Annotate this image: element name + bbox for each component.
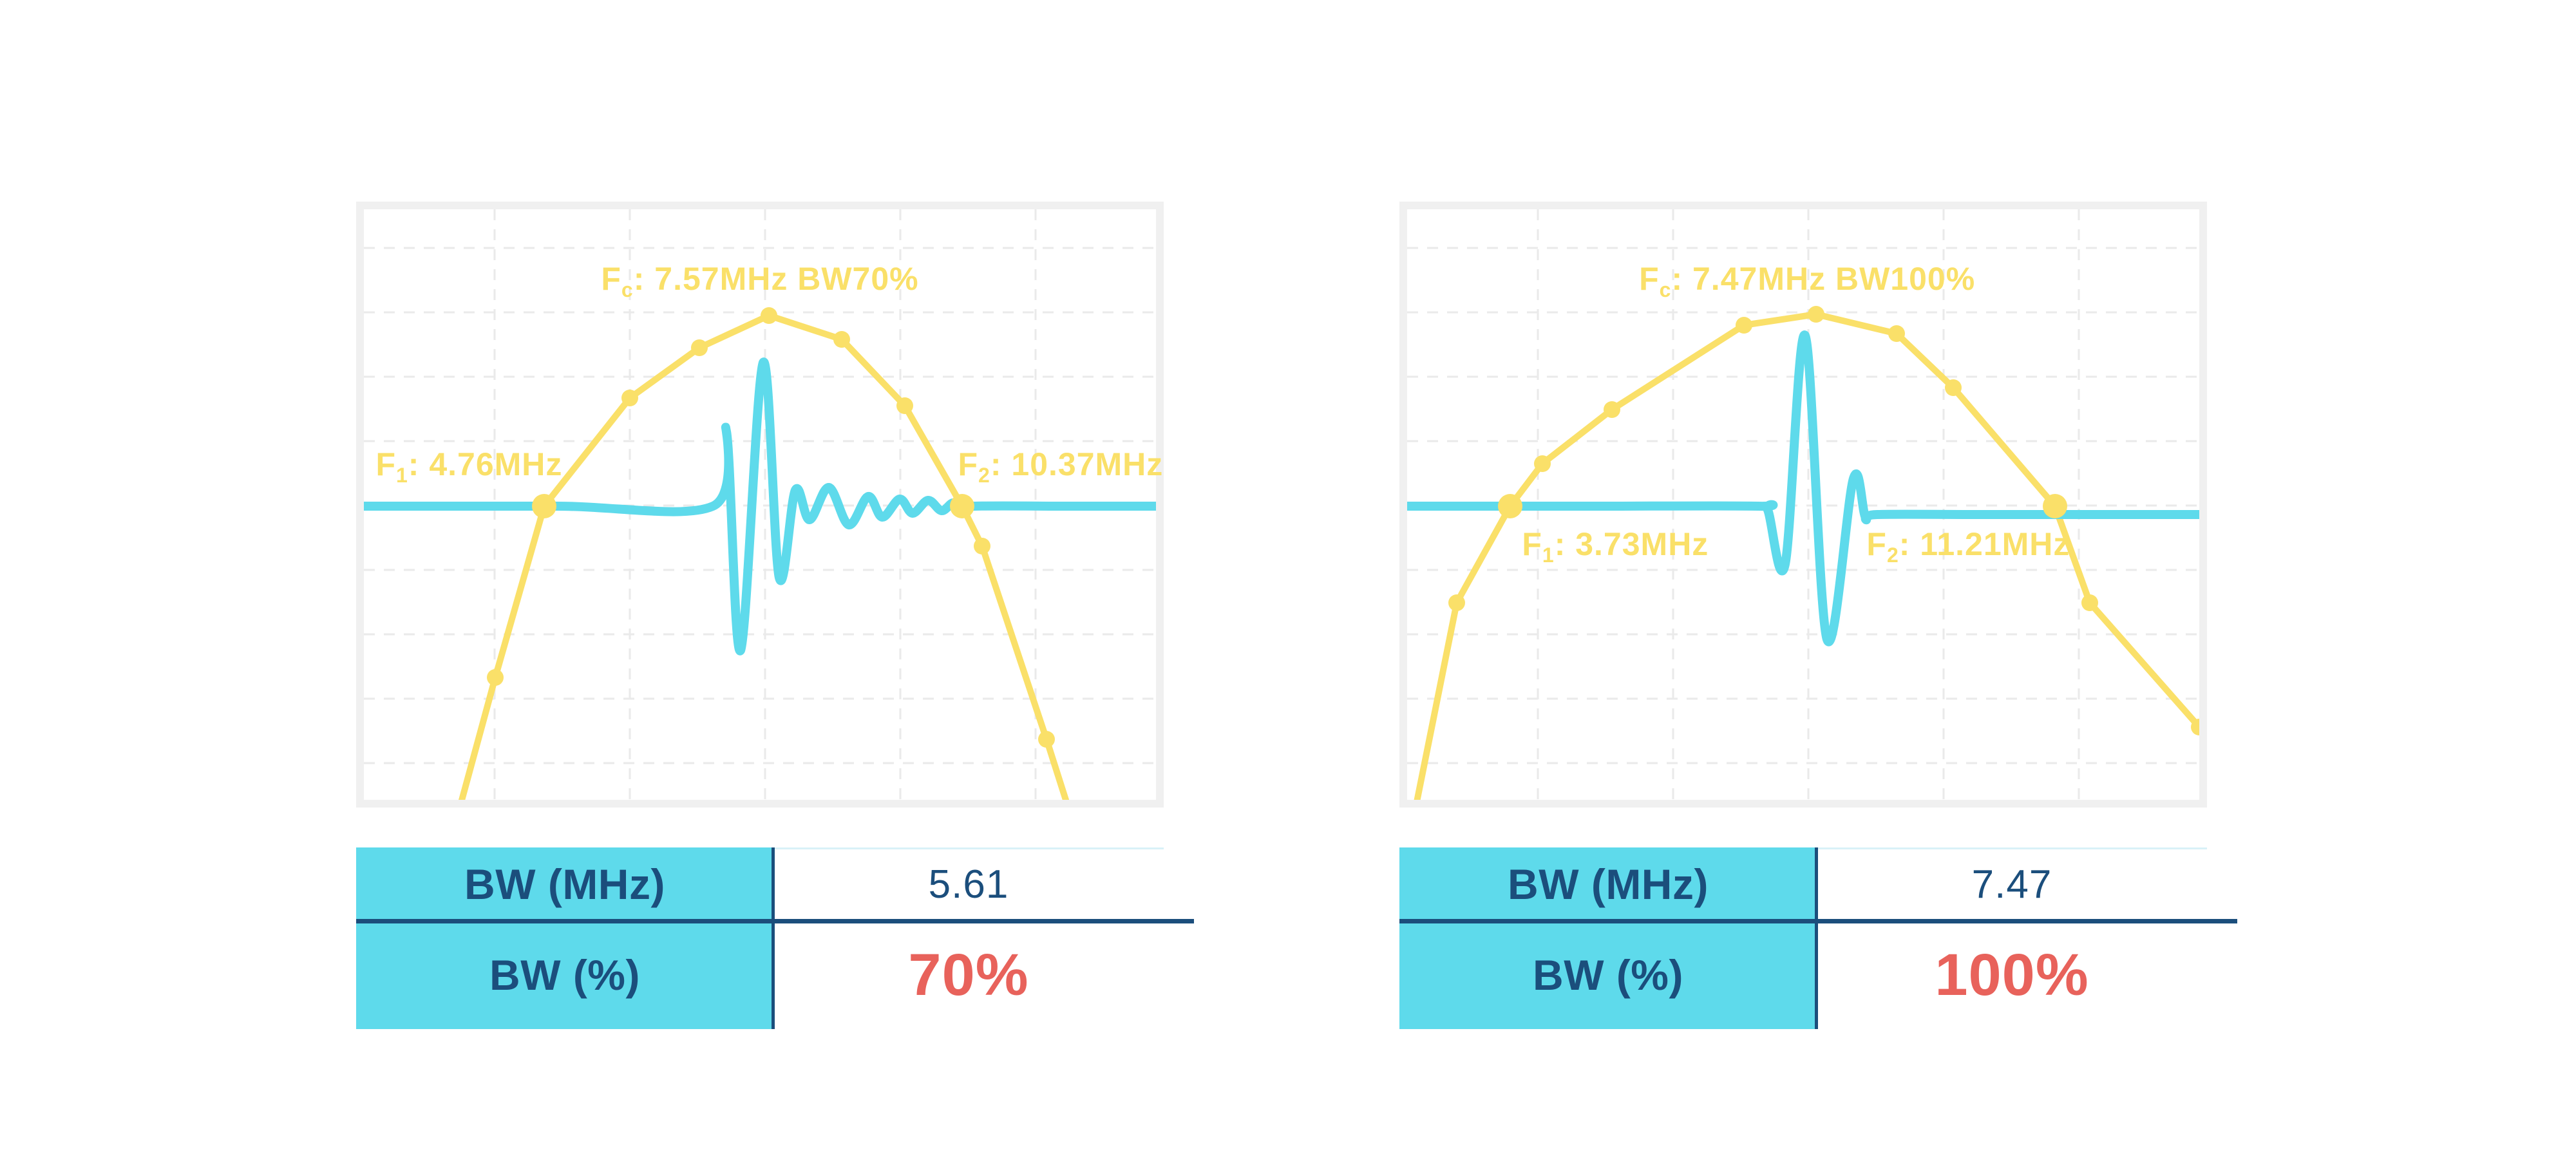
f1-annotation-f: F xyxy=(375,446,396,483)
spectrum-marker xyxy=(1888,325,1905,342)
spectrum-marker xyxy=(833,331,850,348)
spectrum-marker xyxy=(2191,719,2199,735)
f2-annotation-sub: 2 xyxy=(1886,544,1899,567)
bw-pct-label: BW (%) xyxy=(1399,921,1817,1029)
spectrum-marker xyxy=(1534,455,1551,472)
table-topline xyxy=(775,847,1164,849)
bw-mhz-label: BW (MHz) xyxy=(1399,847,1817,921)
bw-mhz-value: 7.47 xyxy=(1817,847,2207,921)
spectrum-marker xyxy=(761,307,777,324)
table-row: BW (%) 100% xyxy=(1399,921,2207,1029)
spectrum-pulse-chart-bw100 xyxy=(1407,209,2199,800)
spectrum-marker xyxy=(487,669,504,686)
table-row: BW (MHz) 5.61 xyxy=(356,847,1164,921)
fc-annotation-f: F xyxy=(1639,260,1660,297)
f2-annotation-f: F xyxy=(1866,526,1887,563)
spectrum-curve xyxy=(1414,311,2199,800)
pulse-waveform xyxy=(364,357,1156,656)
spectrum-marker xyxy=(1808,306,1824,323)
spectrum-marker xyxy=(1604,401,1620,418)
f2-annotation-rest: : 11.21MHz xyxy=(1899,526,2070,563)
spectrum-marker-crossing xyxy=(1498,494,1522,518)
table-row: BW (%) 70% xyxy=(356,921,1164,1029)
fc-annotation: Fc: 7.57MHz BW70% xyxy=(601,260,919,300)
spectrum-curve xyxy=(458,312,1070,800)
table-row-divider xyxy=(356,919,1194,923)
chart-panel-bw70: Fc: 7.57MHz BW70% F1: 4.76MHz F2: 10.37M… xyxy=(356,202,1164,808)
bw-table-left: BW (MHz) 5.61 BW (%) 70% xyxy=(356,847,1194,1029)
table-column-separator xyxy=(772,847,775,1029)
spectrum-marker-crossing xyxy=(950,494,974,518)
spectrum-marker-crossing xyxy=(532,494,556,518)
fc-annotation-rest: : 7.47MHz BW100% xyxy=(1671,260,1976,297)
spectrum-marker xyxy=(896,397,913,414)
f1-annotation: F1: 4.76MHz xyxy=(375,446,563,486)
spectrum-marker xyxy=(621,390,638,406)
f1-annotation: F1: 3.73MHz xyxy=(1522,526,1709,565)
bw-pct-label: BW (%) xyxy=(356,921,773,1029)
fc-annotation: Fc: 7.47MHz BW100% xyxy=(1639,260,1976,300)
chart-panel-bw100: Fc: 7.47MHz BW100% F1: 3.73MHz F2: 11.21… xyxy=(1399,202,2207,808)
spectrum-marker xyxy=(1736,317,1752,334)
f2-annotation-rest: : 10.37MHz xyxy=(990,446,1164,483)
fc-annotation-sub: c xyxy=(1659,278,1672,301)
fc-annotation-f: F xyxy=(601,260,621,297)
f2-annotation: F2: 10.37MHz xyxy=(958,446,1164,486)
f1-annotation-f: F xyxy=(1522,526,1542,563)
f1-annotation-rest: : 4.76MHz xyxy=(408,446,563,483)
table-row: BW (MHz) 7.47 xyxy=(1399,847,2207,921)
bw-table-right: BW (MHz) 7.47 BW (%) 100% xyxy=(1399,847,2237,1029)
spectrum-pulse-chart-bw70 xyxy=(364,209,1156,800)
f2-annotation-f: F xyxy=(958,446,979,483)
spectrum-marker xyxy=(1038,731,1055,748)
bw-pct-value: 70% xyxy=(773,921,1164,1029)
table-row-divider xyxy=(1399,919,2237,923)
table-column-separator xyxy=(1815,847,1818,1029)
f1-annotation-rest: : 3.73MHz xyxy=(1554,526,1709,563)
f2-annotation-sub: 2 xyxy=(978,464,990,487)
spectrum-marker-crossing xyxy=(2043,494,2067,518)
fc-annotation-rest: : 7.57MHz BW70% xyxy=(633,260,919,297)
f1-annotation-sub: 1 xyxy=(395,464,408,487)
pulse-waveform xyxy=(1407,330,2199,647)
bw-pct-value: 100% xyxy=(1817,921,2207,1029)
spectrum-marker xyxy=(974,538,990,554)
bw-mhz-value: 5.61 xyxy=(773,847,1164,921)
spectrum-marker xyxy=(2081,594,2098,611)
fc-annotation-sub: c xyxy=(621,278,634,301)
f1-annotation-sub: 1 xyxy=(1542,544,1555,567)
spectrum-marker xyxy=(1448,594,1465,611)
bw-mhz-label: BW (MHz) xyxy=(356,847,773,921)
f2-annotation: F2: 11.21MHz xyxy=(1866,526,2070,565)
spectrum-marker xyxy=(1945,379,1962,396)
spectrum-marker xyxy=(691,339,708,356)
table-topline xyxy=(1818,847,2207,849)
